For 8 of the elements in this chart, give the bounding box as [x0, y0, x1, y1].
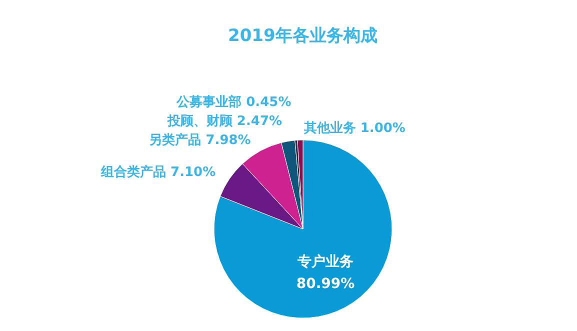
chart-title: 2019年各业务构成: [228, 26, 378, 46]
slice-label: 其他业务 1.00%: [302, 121, 406, 136]
slice-label: 公募事业部 0.45%: [176, 94, 292, 110]
slice-label: 另类产品 7.98%: [149, 132, 251, 148]
slice-label: 专户业务: [296, 253, 354, 270]
slice-label: 组合类产品 7.10%: [100, 164, 216, 180]
slice-label: 投顾、财顾 2.47%: [166, 114, 282, 130]
data-label: 80.99%: [296, 276, 355, 292]
